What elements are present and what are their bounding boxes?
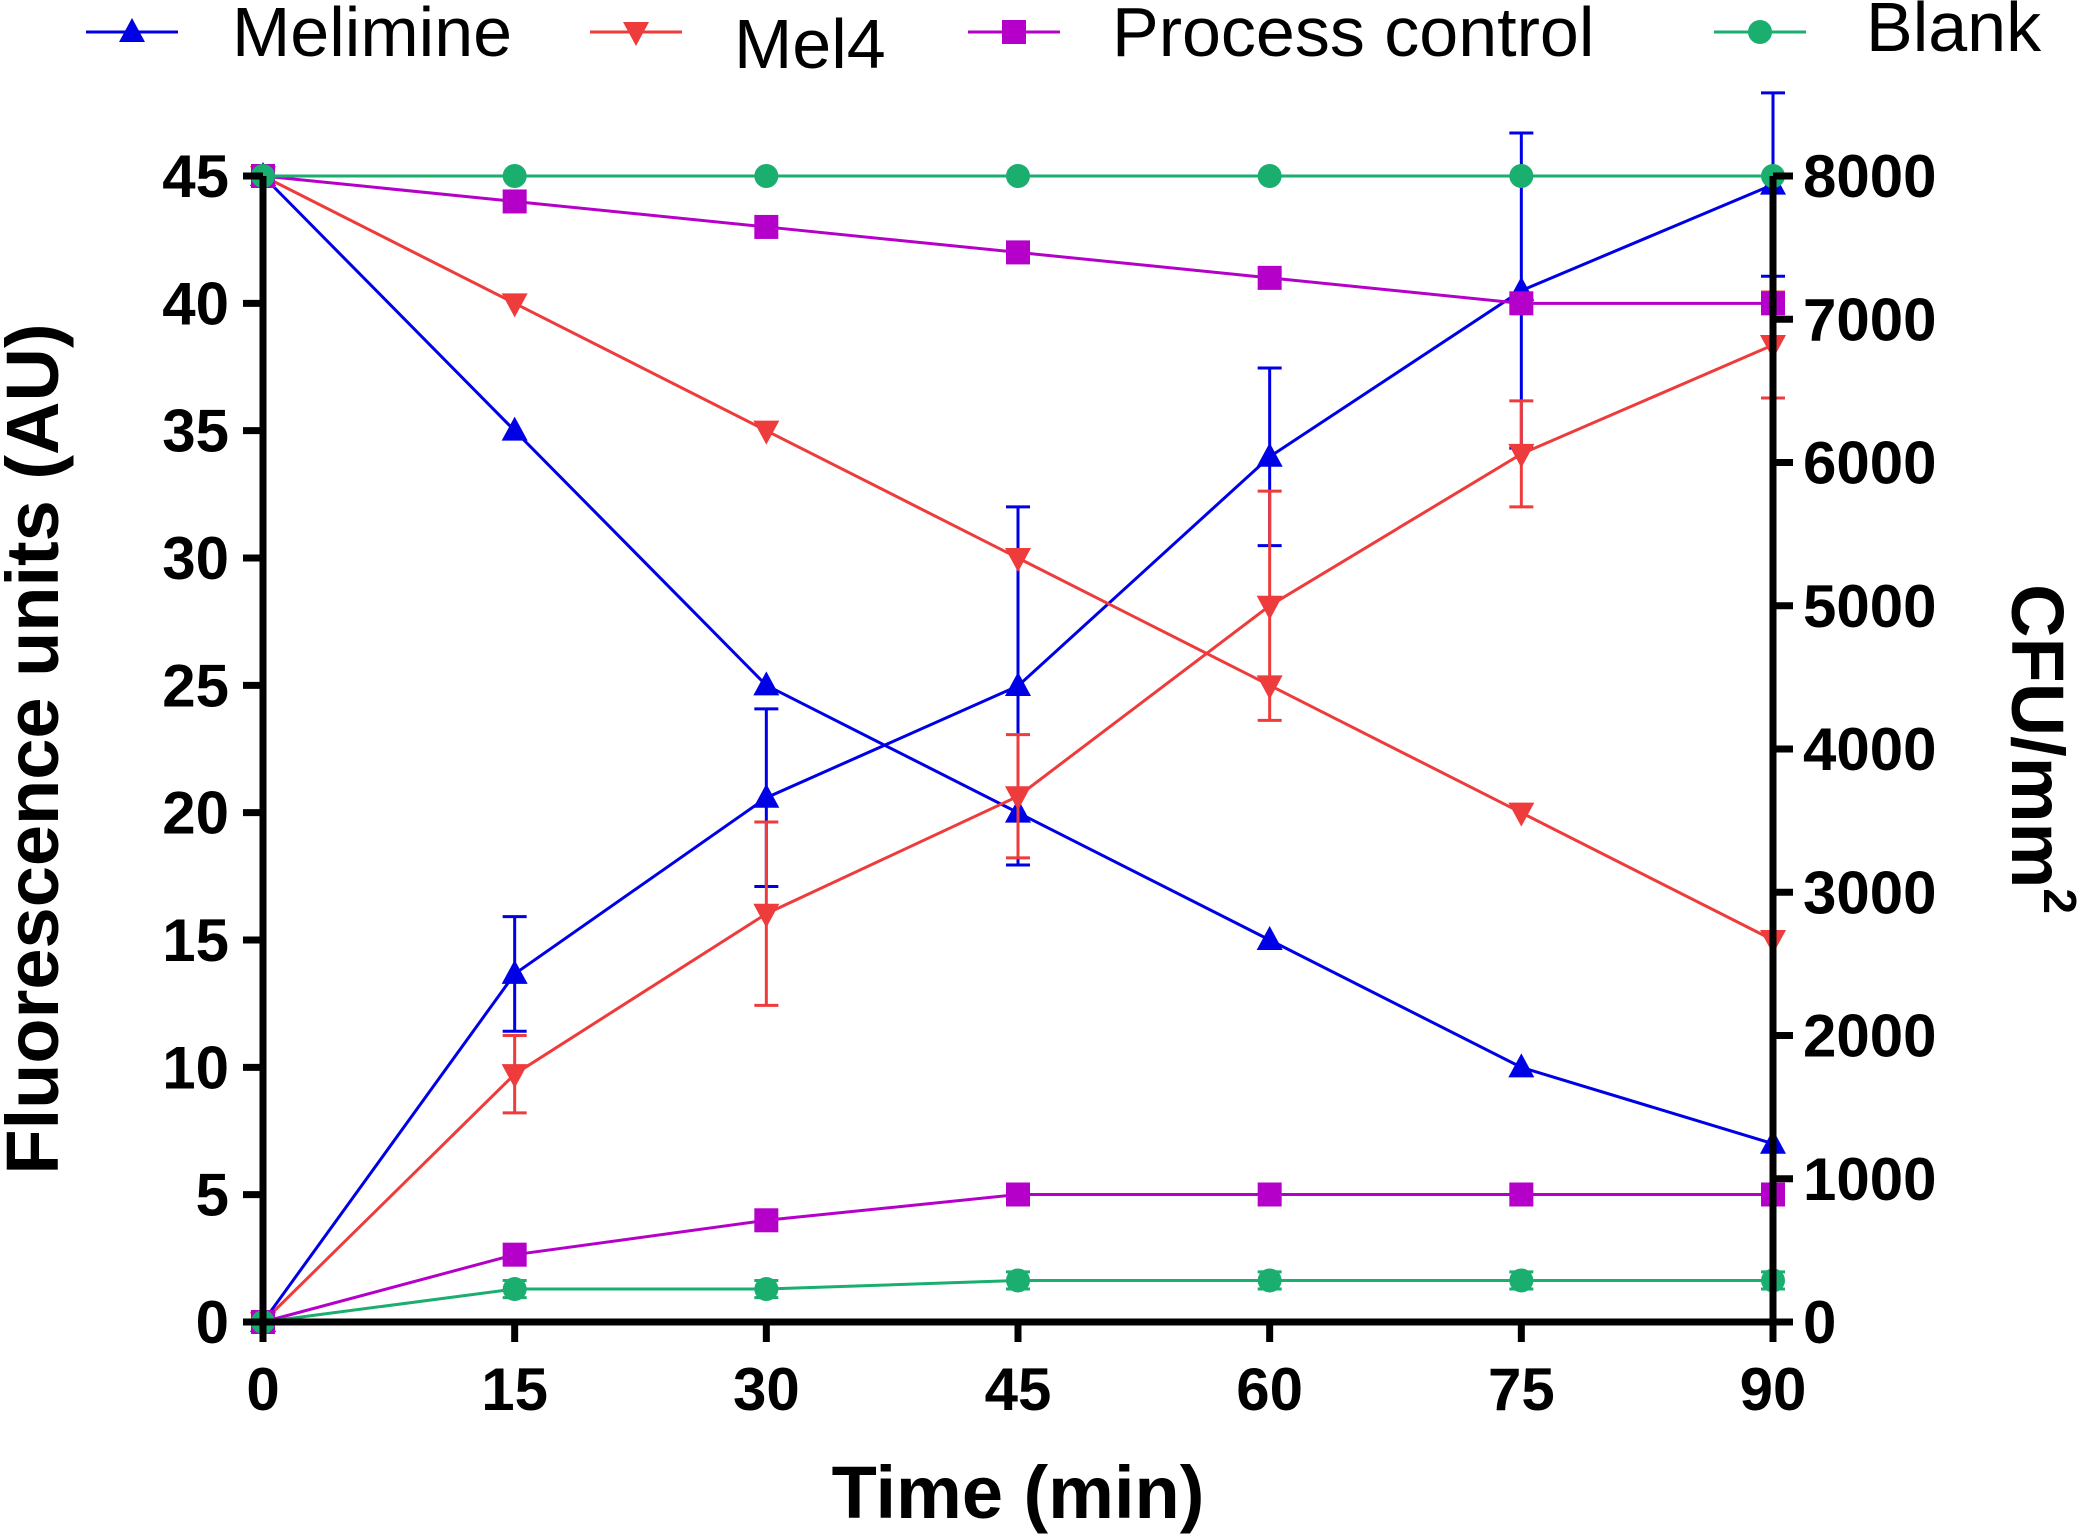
melimine-cfu-point [1005,671,1031,696]
process-control-cfu-point [1257,1182,1282,1207]
process-control-cfu-point [1006,1182,1030,1207]
y-right-tick-label-7000: 7000 [1803,286,1936,353]
ticks: 0 15 30 45 60 75 90051015202530354045010002000… [162,143,1936,1423]
x-tick-label-90: 90 [1740,1356,1807,1423]
mel4-cfu-point [1508,443,1535,468]
mel4-fluorescence-point [753,420,780,445]
y-left-tick-label-10: 10 [162,1034,229,1101]
y-left-tick-label-40: 40 [162,270,229,337]
melimine-fluorescence-point [1256,926,1283,950]
mel4-cfu-point [501,1064,528,1089]
x-tick-label-30: 30 [733,1356,800,1423]
x-tick-label-0: 0 [246,1356,279,1423]
legend-item-process-control: Process control [968,0,1594,71]
y-right-tick-label-0: 0 [1803,1289,1836,1356]
process-control-fluorescence-point [754,214,779,239]
legend-marker-process-control [1002,20,1026,44]
y-left-tick-label-0: 0 [196,1289,229,1356]
y-axis-right-title-base: CFU/mm [1996,584,2079,888]
legend-label-melimine: Melimine [232,0,512,71]
blank-cfu-point [1006,1268,1030,1293]
y-axis-right-title: CFU/mm2 [1996,584,2086,914]
process-control-fluorescence-line [262,174,1773,305]
legend-label-blank: Blank [1866,0,2042,66]
legend-item-mel4: Mel4 [590,5,886,83]
mel4-fluorescence-point [1508,802,1535,827]
mel4-cfu-point [753,903,780,928]
y-axis-left-title: Fluorescence units (AU) [0,323,74,1174]
legend-label-process-control: Process control [1112,0,1594,71]
series-mel4 [250,166,1786,1336]
blank-cfu-point [502,1277,527,1302]
y-right-tick-label-3000: 3000 [1803,859,1936,926]
x-tick-label-15: 15 [481,1356,548,1423]
series-layer [250,91,1786,1336]
melimine-fluorescence-point [501,416,528,441]
y-right-tick-label-1000: 1000 [1803,1146,1936,1213]
process-control-cfu-point [502,1242,527,1267]
x-axis-title: Time (min) [832,1451,1205,1534]
mel4-cfu-point [1256,595,1283,620]
mel4-cfu-point [1005,786,1031,811]
x-tick-label-75: 75 [1488,1356,1555,1423]
y-left-tick-label-5: 5 [196,1162,229,1229]
y-right-tick-label-4000: 4000 [1803,716,1936,783]
blank-fluorescence-point [1006,164,1030,188]
blank-fluorescence-point [502,164,527,188]
y-right-tick-label-8000: 8000 [1803,143,1936,210]
melimine-cfu-point [501,959,528,984]
legend-marker-blank [1748,20,1772,44]
y-left-tick-label-45: 45 [162,143,229,210]
blank-cfu-point [1257,1268,1282,1293]
process-control-fluorescence-point [1509,291,1534,316]
y-axis-right-title-sup: 2 [2034,888,2086,914]
legend-marker-mel4 [623,22,649,46]
y-left-tick-label-20: 20 [162,780,229,847]
y-left-tick-label-15: 15 [162,907,229,974]
x-tick-label-45: 45 [985,1356,1052,1423]
process-control-cfu-line [262,1193,1773,1324]
legend-marker-melimine [119,18,145,42]
process-control-fluorescence-point [1257,265,1282,290]
x-tick-label-60: 60 [1236,1356,1303,1423]
y-right-tick-label-2000: 2000 [1803,1003,1936,1070]
melimine-fluorescence-point [1508,1053,1535,1078]
y-left-tick-label-35: 35 [162,398,229,465]
melimine-cfu-point [753,783,780,808]
legend-label-mel4: Mel4 [734,5,886,83]
y-right-tick-label-6000: 6000 [1803,430,1936,497]
y-right-tick-label-5000: 5000 [1803,573,1936,640]
blank-fluorescence-point [754,164,779,188]
mel4-fluorescence-point [501,293,528,318]
legend-item-melimine: Melimine [86,0,512,71]
process-control-fluorescence-point [502,189,527,214]
y-left-tick-label-30: 30 [162,525,229,592]
melimine-fluorescence-point [753,671,780,696]
process-control-fluorescence-point [1006,240,1030,265]
mel4-fluorescence-point [1005,548,1031,572]
y-left-tick-label-25: 25 [162,652,229,719]
blank-cfu-point [1509,1268,1534,1293]
process-control-cfu-point [754,1208,779,1233]
mel4-fluorescence-point [1256,675,1283,700]
legend-item-blank: Blank [1714,0,2042,66]
blank-fluorescence-point [1257,164,1282,188]
blank-fluorescence-point [1509,164,1534,188]
legend: Melimine Mel4 Process control Blank [86,0,2042,83]
process-control-cfu-point [1509,1182,1534,1207]
blank-cfu-point [754,1277,779,1302]
series-melimine [250,91,1786,1332]
melimine-cfu-point [1256,442,1283,467]
